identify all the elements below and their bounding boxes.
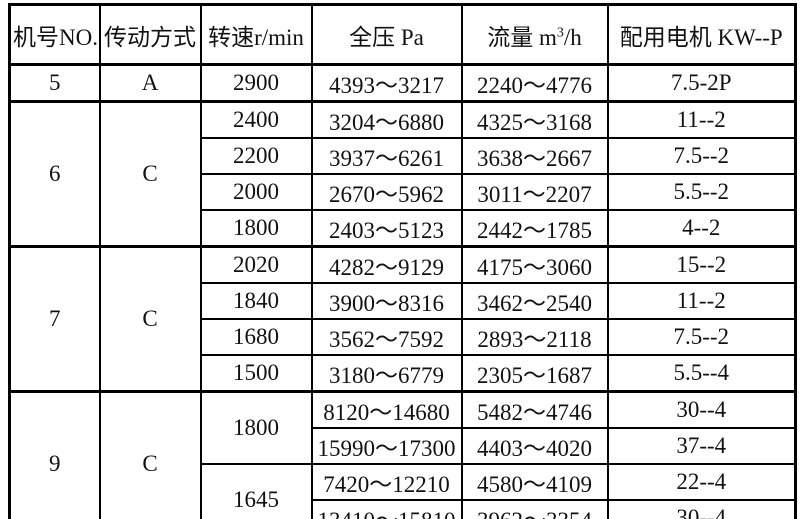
- table-row: 15990～17300 4403～4020 37--4: [10, 427, 797, 465]
- header-motor: 配用电机 KW--P: [606, 3, 797, 66]
- table-row: 1840 3900～8316 3462～2540 11--2: [10, 282, 797, 320]
- motor-cell: 22--4: [606, 463, 797, 501]
- motor-cell: 7.5--2: [606, 137, 797, 175]
- speed-cell: 1840: [199, 282, 313, 320]
- motor-cell: 5.5--4: [606, 354, 797, 393]
- table-row: 6 C 2400 3204～6880 4325～3168 11--2: [8, 100, 797, 248]
- drive-type-cell: C: [98, 100, 202, 248]
- flow-cell: 4325～3168: [460, 100, 609, 139]
- speed-cell: 2000: [199, 173, 313, 211]
- flow-cell: 2442～1785: [460, 209, 609, 248]
- machine-no-cell: 6: [8, 100, 101, 248]
- flow-cell: 4403～4020: [460, 427, 609, 465]
- motor-cell: 11--2: [606, 100, 797, 139]
- pressure-cell: 2670～5962: [310, 173, 463, 211]
- pressure-cell: 8120～14680: [310, 390, 463, 429]
- header-flow-suffix: /h: [563, 24, 582, 50]
- drive-type-cell: C: [98, 390, 202, 519]
- header-drive-type: 传动方式: [98, 3, 202, 66]
- machine-no-cell: 7: [8, 245, 101, 393]
- motor-cell: 30--4: [606, 499, 797, 519]
- motor-cell: 7.5-2P: [606, 63, 797, 103]
- table-row: 7 C 2020 4282～9129 4175～3060 15--2: [8, 245, 797, 393]
- flow-cell: 3462～2540: [460, 282, 609, 320]
- table-row: 1500 3180～6779 2305～1687 5.5--4: [10, 354, 797, 393]
- speed-cell: 2900: [199, 63, 313, 103]
- header-pressure: 全压 Pa: [310, 3, 463, 66]
- table-row: 2200 3937～6261 3638～2667 7.5--2: [10, 137, 797, 175]
- pressure-cell: 2403～5123: [310, 209, 463, 248]
- pressure-cell: 13410～15810: [310, 499, 463, 519]
- machine-no-cell: 5: [8, 63, 101, 103]
- motor-cell: 4--2: [606, 209, 797, 248]
- motor-cell: 30--4: [606, 390, 797, 429]
- fan-spec-table: 机号NO. 传动方式 转速r/min 全压 Pa 流量 m3/h 配用电机 KW…: [8, 3, 797, 519]
- flow-cell: 2305～1687: [460, 354, 609, 393]
- speed-cell: 2200: [199, 137, 313, 175]
- table-row: 5 A 2900 4393～3217 2240～4776 7.5-2P: [8, 63, 797, 103]
- motor-cell: 5.5--2: [606, 173, 797, 211]
- flow-cell: 3011～2207: [460, 173, 609, 211]
- motor-cell: 7.5--2: [606, 318, 797, 356]
- pressure-cell: 4393～3217: [310, 63, 463, 103]
- table-row: 1800 2403～5123 2442～1785 4--2: [10, 209, 797, 248]
- pressure-cell: 15990～17300: [310, 427, 463, 465]
- speed-cell: 1800: [199, 209, 313, 248]
- pressure-cell: 3937～6261: [310, 137, 463, 175]
- pressure-cell: 3562～7592: [310, 318, 463, 356]
- header-flow-superscript: 3: [556, 24, 564, 40]
- speed-cell: 1680: [199, 318, 313, 356]
- flow-cell: 5482～4746: [460, 390, 609, 429]
- motor-cell: 37--4: [606, 427, 797, 465]
- speed-cell: 1500: [199, 354, 313, 393]
- flow-cell: 4580～4109: [460, 463, 609, 501]
- header-machine-no: 机号NO.: [8, 3, 101, 66]
- speed-cell: 1800: [199, 390, 313, 465]
- pressure-cell: 3204～6880: [310, 100, 463, 139]
- header-flow: 流量 m3/h: [460, 3, 609, 66]
- table-row: 13410～15810 3962～3354 30--4: [10, 499, 797, 519]
- pressure-cell: 7420～12210: [310, 463, 463, 501]
- motor-cell: 15--2: [606, 245, 797, 284]
- pressure-cell: 3180～6779: [310, 354, 463, 393]
- flow-cell: 4175～3060: [460, 245, 609, 284]
- flow-cell: 3962～3354: [460, 499, 609, 519]
- motor-cell: 11--2: [606, 282, 797, 320]
- drive-type-cell: A: [98, 63, 202, 103]
- table-row: 1680 3562～7592 2893～2118 7.5--2: [10, 318, 797, 356]
- speed-cell: 2020: [199, 245, 313, 284]
- header-speed: 转速r/min: [199, 3, 313, 66]
- speed-cell: 2400: [199, 100, 313, 139]
- header-row: 机号NO. 传动方式 转速r/min 全压 Pa 流量 m3/h 配用电机 KW…: [8, 3, 797, 66]
- flow-cell: 3638～2667: [460, 137, 609, 175]
- pressure-cell: 3900～8316: [310, 282, 463, 320]
- table-row: 1645 7420～12210 4580～4109 22--4: [10, 463, 797, 519]
- flow-cell: 2893～2118: [460, 318, 609, 356]
- table-row: 9 C 1800 8120～14680 5482～4746 30--4: [8, 390, 797, 519]
- drive-type-cell: C: [98, 245, 202, 393]
- header-flow-prefix: 流量 m: [487, 24, 557, 50]
- flow-cell: 2240～4776: [460, 63, 609, 103]
- pressure-cell: 4282～9129: [310, 245, 463, 284]
- machine-no-cell: 9: [8, 390, 101, 519]
- speed-cell: 1645: [199, 463, 313, 519]
- table-row: 2000 2670～5962 3011～2207 5.5--2: [10, 173, 797, 211]
